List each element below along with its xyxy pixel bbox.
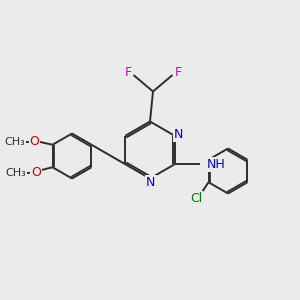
- Text: CH₃: CH₃: [4, 137, 25, 147]
- Text: F: F: [124, 66, 132, 80]
- Text: CH₃: CH₃: [6, 168, 27, 178]
- Text: NH: NH: [207, 158, 226, 171]
- Text: N: N: [174, 128, 183, 141]
- Text: O: O: [31, 166, 41, 179]
- Text: O: O: [30, 135, 40, 148]
- Text: F: F: [174, 66, 182, 80]
- Text: Cl: Cl: [190, 192, 202, 205]
- Text: N: N: [146, 176, 156, 189]
